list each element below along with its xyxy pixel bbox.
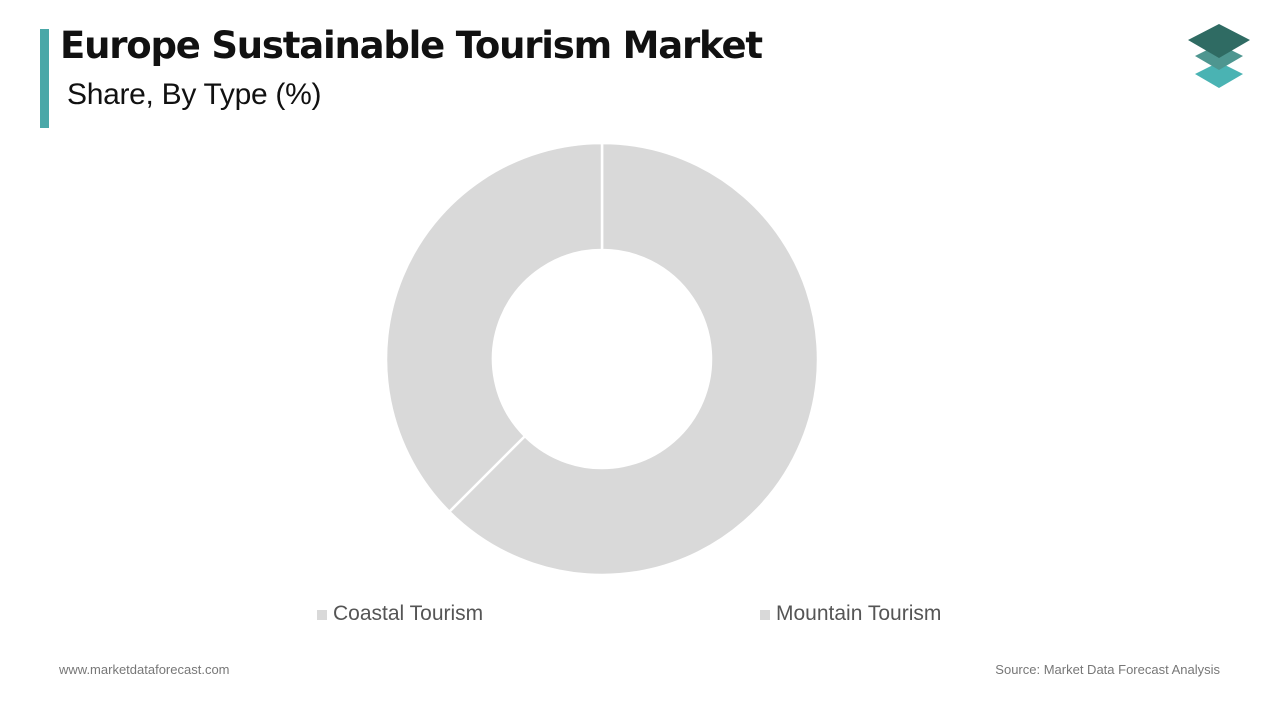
title-accent-bar (40, 29, 49, 128)
donut-slice-coastal-tourism (447, 141, 820, 577)
legend-swatch-icon (760, 610, 770, 620)
chart-title: Europe Sustainable Tourism Market (60, 24, 763, 67)
donut-slices (384, 141, 820, 577)
legend-label: Mountain Tourism (776, 602, 942, 625)
legend-swatch-icon (317, 610, 327, 620)
legend-item-coastal-tourism: Coastal Tourism (317, 602, 483, 626)
donut-slice-mountain-tourism (384, 141, 604, 514)
legend-item-mountain-tourism: Mountain Tourism (760, 602, 941, 626)
website-link[interactable]: www.marketdataforecast.com (59, 662, 230, 677)
source-note: Source: Market Data Forecast Analysis (995, 662, 1220, 677)
stacked-layers-icon (1188, 24, 1250, 88)
chart-subtitle: Share, By Type (%) (67, 78, 322, 111)
legend-label: Coastal Tourism (333, 602, 484, 625)
